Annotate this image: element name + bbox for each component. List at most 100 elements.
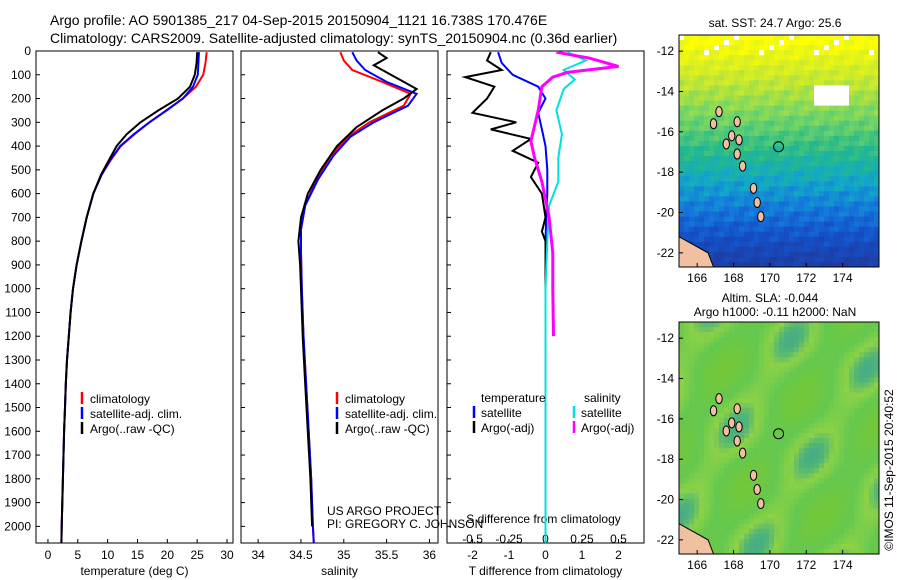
map-cell — [779, 337, 785, 343]
map-cell — [734, 543, 740, 550]
map-cell — [844, 548, 850, 554]
map-cell — [724, 543, 730, 550]
map-cell — [844, 322, 850, 328]
map-cell — [789, 211, 795, 218]
map-cell — [779, 40, 785, 46]
map-cell — [749, 211, 755, 218]
map-cell — [744, 488, 750, 495]
map-cell — [729, 533, 735, 540]
temperature-legend-label: Argo(-adj) — [481, 421, 534, 435]
map-cell — [844, 176, 850, 182]
map-cell — [694, 367, 700, 374]
map-cell — [764, 533, 770, 540]
map-cell — [829, 463, 835, 469]
map-cell — [684, 125, 690, 132]
map-cell — [769, 332, 775, 338]
map-cell — [724, 397, 730, 404]
temperature-x-tick-label: 5 — [74, 548, 81, 562]
map-cell — [804, 458, 810, 464]
map-cell — [809, 377, 815, 384]
map-cell — [714, 85, 720, 92]
map-cell — [689, 488, 695, 495]
map-cell — [744, 382, 750, 389]
map-cell — [759, 392, 765, 399]
map-cell — [754, 115, 760, 122]
map-cell — [864, 50, 870, 56]
map-cell — [804, 493, 810, 500]
map-cell — [729, 382, 735, 389]
map-cell — [724, 498, 730, 505]
map-cell — [819, 55, 825, 61]
map-cell — [679, 503, 685, 510]
map-cell — [754, 85, 760, 92]
map-cell — [769, 513, 775, 520]
map-cell — [709, 513, 715, 520]
map-cell — [874, 216, 879, 223]
map-cell — [854, 392, 860, 399]
map-cell — [684, 191, 690, 197]
map-cell — [799, 65, 805, 71]
map-cell — [789, 402, 795, 409]
figure-title-line2: Climatology: CARS2009. Satellite-adjuste… — [50, 30, 618, 46]
map-cell — [874, 337, 879, 343]
map-cell — [724, 357, 730, 363]
map-cell — [719, 60, 725, 66]
map-cell — [684, 407, 690, 414]
map-cell — [704, 60, 710, 66]
map-cell — [874, 135, 879, 142]
map-cell — [734, 181, 740, 187]
map-cell — [849, 216, 855, 223]
map-cell — [809, 115, 815, 122]
map-cell — [709, 523, 715, 530]
map-cell — [824, 110, 830, 117]
map-cell — [824, 327, 830, 333]
map-cell — [709, 55, 715, 61]
map-cell — [749, 493, 755, 500]
map-cell — [839, 528, 845, 535]
map-cell — [759, 120, 765, 127]
map-cell — [679, 45, 685, 51]
map-cell — [814, 55, 820, 61]
map-cell — [754, 95, 760, 102]
map-cell — [809, 35, 815, 41]
map-cell — [749, 347, 755, 353]
map-cell — [704, 186, 710, 192]
map-cell — [734, 90, 740, 97]
map-cell — [744, 453, 750, 459]
map-cell — [739, 533, 745, 540]
map-cell — [864, 151, 870, 157]
map-cell — [784, 337, 790, 343]
map-cell — [679, 85, 685, 92]
map-cell — [859, 65, 865, 71]
map-cell — [874, 100, 879, 107]
map-cell — [679, 221, 685, 228]
map-cell — [859, 473, 865, 479]
map-cell — [814, 65, 820, 71]
salinity-legend-label: Argo(..raw -QC) — [345, 422, 430, 436]
map-cell — [714, 151, 720, 157]
map-cell — [739, 231, 745, 238]
map-cell — [859, 75, 865, 81]
map-cell — [764, 508, 770, 515]
map-cell — [844, 332, 850, 338]
map-cell — [739, 443, 745, 449]
map-cell — [784, 130, 790, 137]
map-cell — [759, 110, 765, 117]
map-cell — [814, 498, 820, 505]
map-cell — [834, 352, 840, 358]
salinity-plot-frame — [240, 50, 439, 544]
map-cell — [709, 241, 715, 248]
map-cell — [744, 407, 750, 414]
map-cell — [769, 538, 775, 545]
map-cell — [739, 191, 745, 197]
map-cell — [869, 417, 875, 424]
map-cell — [849, 140, 855, 147]
map-cell — [754, 221, 760, 228]
map-cell — [824, 45, 830, 51]
map-cell — [774, 407, 780, 414]
map-cell — [719, 191, 725, 197]
map-cell — [724, 65, 730, 71]
map-cell — [689, 115, 695, 122]
map-cell — [704, 493, 710, 500]
map-cell — [719, 367, 725, 374]
